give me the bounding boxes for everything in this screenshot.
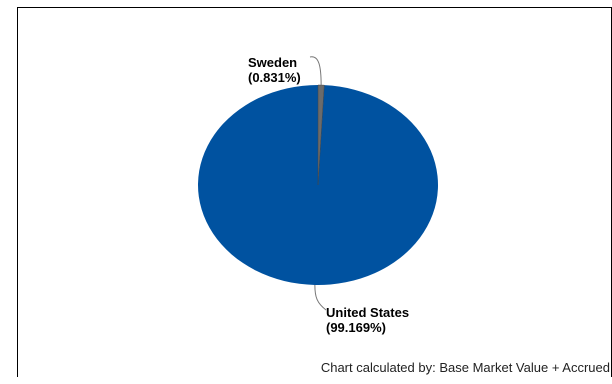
pie-slice-sweden[interactable]	[317, 84, 325, 186]
label-united-states-value: (99.169%)	[326, 320, 386, 335]
leader-line-sweden	[309, 56, 322, 86]
chart-footnote: Chart calculated by: Base Market Value +…	[320, 360, 610, 375]
leader-line-united-states	[314, 284, 327, 311]
chart-frame-top-border	[17, 7, 612, 8]
label-sweden-name: Sweden	[248, 55, 297, 70]
label-sweden-value: (0.831%)	[248, 70, 301, 85]
label-united-states-name: United States	[326, 305, 409, 320]
chart-frame-left-border	[17, 7, 18, 377]
